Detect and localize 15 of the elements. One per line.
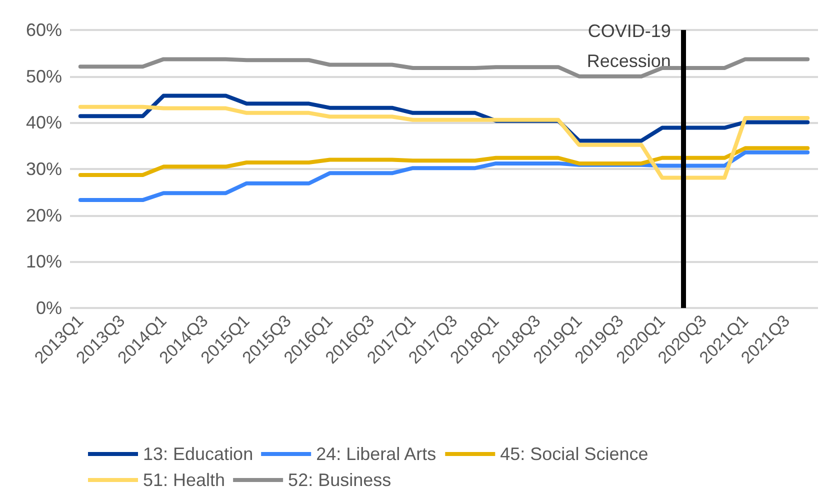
line-series <box>78 104 810 180</box>
legend-label: 52: Business <box>288 470 392 490</box>
y-tick-label: 10% <box>26 252 62 272</box>
line-series <box>78 146 810 178</box>
annotation: COVID-19 Recession <box>586 21 671 71</box>
y-tick-label: 50% <box>26 66 62 86</box>
y-tick-label: 20% <box>26 205 62 226</box>
y-tick-label: 0% <box>36 298 62 318</box>
legend-label: 51: Health <box>143 470 226 490</box>
legend-label: 45: Social Science <box>500 444 648 464</box>
legend-label: 24: Liberal Arts <box>316 444 436 464</box>
y-tick-label: 40% <box>26 112 62 133</box>
y-tick-label: 60% <box>26 20 62 40</box>
y-tick-label: 30% <box>26 159 62 179</box>
legend-label: 13: Education <box>143 444 254 464</box>
